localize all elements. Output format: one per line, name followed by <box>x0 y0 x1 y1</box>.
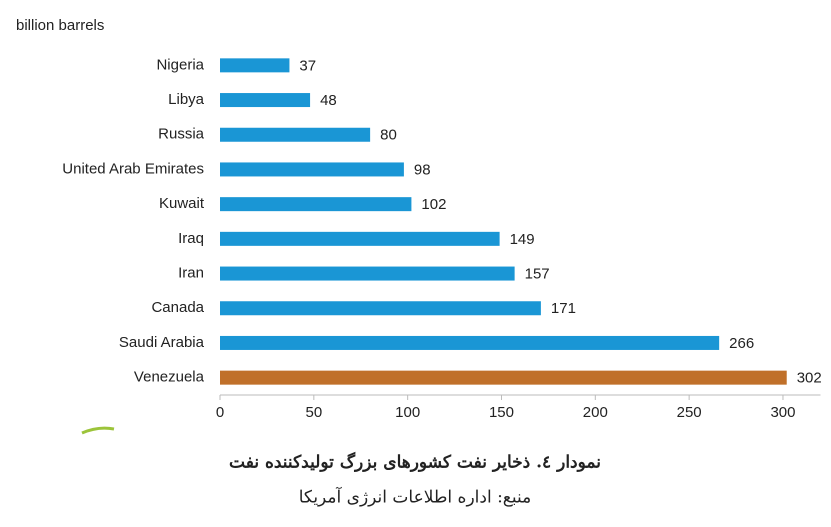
value-label: 102 <box>421 196 446 213</box>
value-label: 48 <box>320 92 337 109</box>
bar <box>220 231 500 246</box>
x-tick-label: 150 <box>489 404 514 421</box>
bar <box>220 266 515 281</box>
value-label: 149 <box>510 231 535 248</box>
value-label: 157 <box>525 266 550 283</box>
value-label: 266 <box>729 335 754 352</box>
bar <box>220 301 541 316</box>
value-label: 302 <box>797 370 822 387</box>
y-tick-label: Venezuela <box>134 369 205 386</box>
y-tick-label: Kuwait <box>159 195 205 212</box>
value-label: 98 <box>414 161 431 178</box>
source: منبع: اداره اطلاعات انرژی آمریکا <box>299 486 531 508</box>
x-tick-label: 100 <box>395 404 420 421</box>
value-label: 37 <box>299 57 316 74</box>
y-tick-label: Iran <box>178 265 204 282</box>
x-tick-label: 250 <box>677 404 702 421</box>
value-label: 171 <box>551 300 576 317</box>
unit-label: billion barrels <box>16 17 104 34</box>
y-tick-label: Saudi Arabia <box>119 334 205 351</box>
chart-title: نمودار ٤. ذخایر نفت کشورهای بزرگ تولیدکن… <box>229 452 601 473</box>
bar <box>220 335 720 350</box>
bar <box>220 93 311 108</box>
bar <box>220 197 412 212</box>
y-tick-label: Iraq <box>178 230 204 247</box>
bar <box>220 127 371 142</box>
x-tick-label: 300 <box>770 404 795 421</box>
bar <box>220 370 787 385</box>
bar <box>220 58 290 73</box>
y-tick-label: Russia <box>158 126 205 143</box>
y-tick-label: Libya <box>168 91 205 108</box>
y-tick-label: Nigeria <box>156 56 204 73</box>
x-tick-label: 200 <box>583 404 608 421</box>
x-tick-label: 50 <box>305 404 322 421</box>
logo <box>81 426 115 435</box>
value-label: 80 <box>380 127 397 144</box>
x-tick-label: 0 <box>216 404 224 421</box>
bar <box>220 162 404 177</box>
y-tick-label: Canada <box>151 299 204 316</box>
y-tick-label: United Arab Emirates <box>62 160 204 177</box>
